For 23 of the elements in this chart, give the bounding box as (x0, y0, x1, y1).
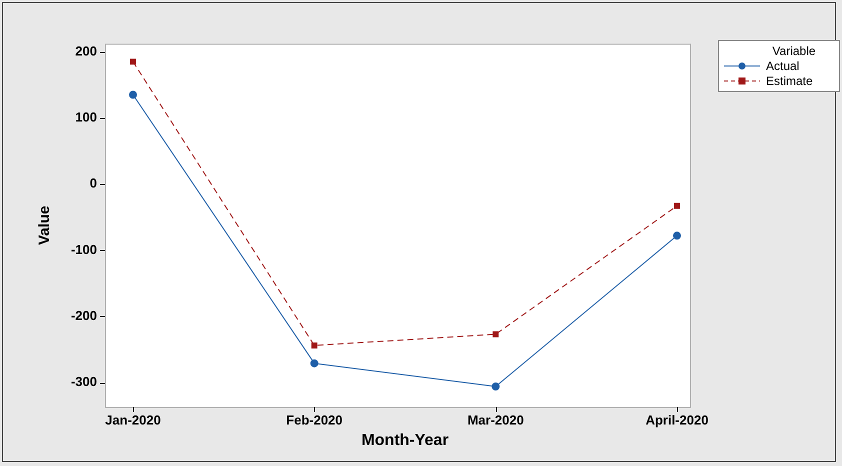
point (130, 58, 136, 65)
y-tick-label: -200 (70, 308, 97, 323)
legend-title: Variable (771, 44, 817, 58)
y-axis-title: Value (36, 206, 54, 245)
x-axis-title: Month-Year (361, 432, 449, 449)
legend-label: Actual (766, 58, 800, 72)
y-tick-label: 200 (75, 43, 97, 58)
point (311, 342, 318, 348)
x-tick-label: April-2020 (646, 412, 708, 428)
x-tick-label: Jan-2020 (105, 412, 161, 428)
point (310, 359, 318, 368)
point (492, 331, 499, 338)
point (129, 90, 137, 99)
point (492, 382, 500, 390)
y-tick-label: 100 (75, 109, 97, 124)
legend-label: Estimate (766, 74, 813, 88)
x-tick-label: Feb-2020 (286, 412, 343, 428)
x-tick-label: Mar-2020 (467, 412, 524, 428)
point (674, 202, 680, 209)
y-tick-label: -100 (70, 242, 97, 257)
y-tick-label: 0 (90, 176, 97, 191)
y-tick-label: -300 (70, 374, 97, 390)
point (673, 232, 681, 240)
